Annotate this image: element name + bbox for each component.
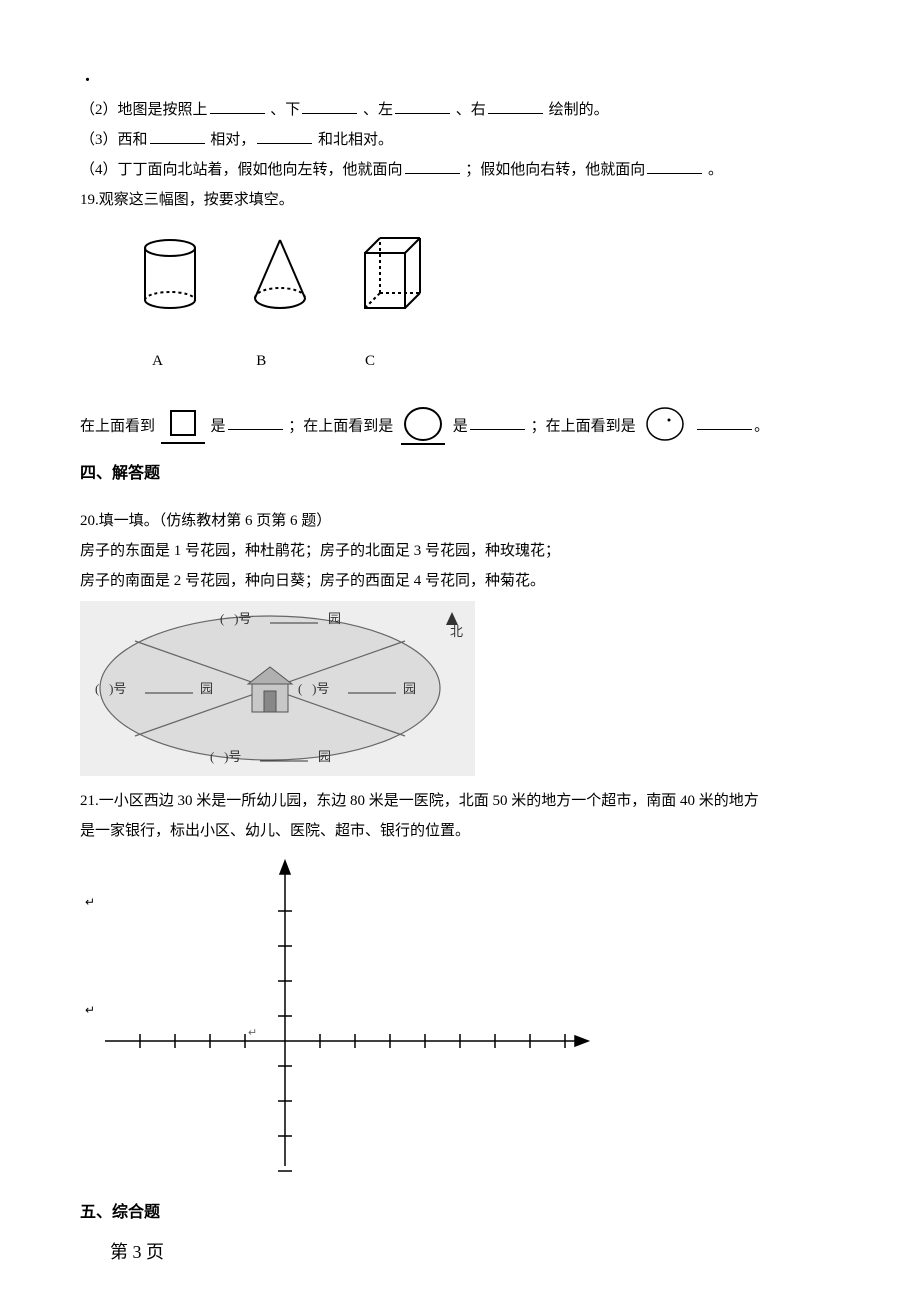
svg-text:园: 园 xyxy=(328,611,341,626)
q2-mid3: 、右 xyxy=(456,102,486,118)
garden-diagram: 北 ( )号园 ( )号园 ( )号园 ( )号园 xyxy=(80,601,475,776)
question-3: （3）西和 相对， 和北相对。 xyxy=(80,125,840,155)
blank xyxy=(488,98,543,114)
blank xyxy=(405,158,460,174)
q20-line1: 房子的东面是 1 号花园，种杜鹃花；房子的北面足 3 号花园，种玫瑰花； xyxy=(80,536,840,566)
blank xyxy=(395,98,450,114)
q2-suffix: 绘制的。 xyxy=(549,102,609,118)
return-mark: ↵ xyxy=(85,1003,95,1017)
label-a: A xyxy=(110,346,205,376)
q19-p5: ；在上面看到是 xyxy=(531,418,636,434)
square-icon xyxy=(159,407,207,447)
footer-num: 3 xyxy=(133,1242,142,1262)
axis-diagram: ↵ ↵ ↵ xyxy=(80,856,840,1187)
q2-mid2: 、左 xyxy=(363,102,393,118)
blank xyxy=(697,414,752,430)
labels-abc: A B C xyxy=(110,346,840,376)
question-19-title: 19.观察这三幅图，按要求填空。 xyxy=(80,185,840,215)
q4-mid: ；假如他向右转，他就面向 xyxy=(465,162,645,178)
blank xyxy=(150,128,205,144)
section-5-title: 五、综合题 xyxy=(80,1197,840,1229)
svg-text:园: 园 xyxy=(318,749,331,764)
figure-set-abc xyxy=(110,230,840,341)
blank xyxy=(647,158,702,174)
footer-suf: 页 xyxy=(142,1242,165,1262)
q19-p1: 在上面看到 xyxy=(80,418,155,434)
svg-text:( )号: ( )号 xyxy=(210,749,241,764)
blank xyxy=(470,414,525,430)
q20-title: 20.填一填。（仿练教材第 6 页第 6 题） xyxy=(80,506,840,536)
svg-text:园: 园 xyxy=(403,681,416,696)
q19-p2: 是 xyxy=(211,418,226,434)
circle-icon xyxy=(397,406,449,448)
q4-prefix: （4）丁丁面向北站着，假如他向左转，他就面向 xyxy=(80,162,403,178)
section-4-title: 四、解答题 xyxy=(80,458,840,490)
blank xyxy=(210,98,265,114)
bullet-dot: . xyxy=(85,55,90,95)
q4-suffix: 。 xyxy=(708,162,723,178)
q19-p6: 。 xyxy=(754,418,769,434)
shapes-svg xyxy=(110,230,440,330)
q21-line2: 是一家银行，标出小区、幼儿、医院、超市、银行的位置。 xyxy=(80,816,840,846)
q19-observe-line: 在上面看到 是 ；在上面看到是 是 ；在上面看到是 。 xyxy=(80,406,840,448)
page-footer: 第 3 页 xyxy=(110,1234,164,1270)
label-c: C xyxy=(318,346,423,376)
q3-suffix: 和北相对。 xyxy=(318,132,393,148)
svg-text:( )号: ( )号 xyxy=(220,611,251,626)
footer-pre: 第 xyxy=(110,1242,133,1262)
q20-line2: 房子的南面是 2 号花园，种向日葵；房子的西面足 4 号花同，种菊花。 xyxy=(80,566,840,596)
label-b: B xyxy=(209,346,314,376)
blank xyxy=(257,128,312,144)
north-label: 北 xyxy=(450,624,463,639)
svg-text:( )号: ( )号 xyxy=(95,681,126,696)
q19-p3: ；在上面看到是 xyxy=(288,418,393,434)
svg-text:( )号: ( )号 xyxy=(298,681,329,696)
question-2: （2）地图是按照上 、下 、左 、右 绘制的。 xyxy=(80,95,840,125)
q19-p4: 是 xyxy=(453,418,468,434)
blank xyxy=(228,414,283,430)
blank xyxy=(302,98,357,114)
q3-mid1: 相对， xyxy=(210,132,255,148)
q2-prefix: （2）地图是按照上 xyxy=(80,102,208,118)
q21-line1: 21.一小区西边 30 米是一所幼儿园，东边 80 米是一医院，北面 50 米的… xyxy=(80,786,840,816)
return-mark: ↵ xyxy=(85,895,95,909)
svg-text:↵: ↵ xyxy=(248,1027,257,1039)
svg-text:园: 园 xyxy=(200,681,213,696)
q3-prefix: （3）西和 xyxy=(80,132,148,148)
circle-dot-icon xyxy=(639,406,691,448)
question-4: （4）丁丁面向北站着，假如他向左转，他就面向 ；假如他向右转，他就面向 。 xyxy=(80,155,840,185)
q2-mid1: 、下 xyxy=(270,102,300,118)
